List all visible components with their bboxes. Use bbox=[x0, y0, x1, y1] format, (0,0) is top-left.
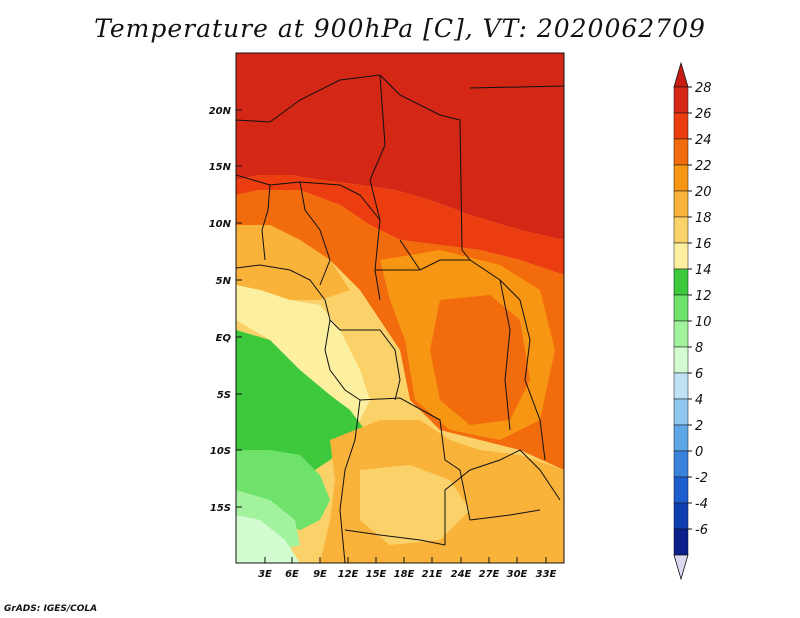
temperature-field bbox=[236, 53, 564, 563]
colorbar-label: 28 bbox=[695, 81, 712, 96]
lon-label: 27E bbox=[479, 569, 500, 580]
colorbar-label: 14 bbox=[695, 263, 712, 278]
colorbar-label: 26 bbox=[695, 107, 712, 122]
colorbar-segment bbox=[673, 502, 689, 530]
colorbar-top-arrow bbox=[673, 61, 689, 88]
colorbar-label: -2 bbox=[695, 471, 708, 486]
grads-credit: GrADS: IGES/COLA bbox=[4, 604, 98, 614]
lon-label: 18E bbox=[394, 569, 415, 580]
lon-label: 30E bbox=[507, 569, 528, 580]
colorbar-label: 18 bbox=[695, 211, 712, 226]
colorbar-segment bbox=[673, 424, 689, 452]
colorbar-segment bbox=[673, 398, 689, 426]
borders bbox=[236, 74, 564, 563]
colorbar-segment bbox=[673, 528, 689, 556]
lon-label: 15E bbox=[366, 569, 387, 580]
colorbar-bottom-arrow bbox=[673, 554, 689, 581]
lat-label: 10N bbox=[209, 219, 232, 230]
lat-label: 20N bbox=[209, 106, 232, 117]
colorbar-segment bbox=[673, 164, 689, 192]
colorbar-segment bbox=[673, 320, 689, 348]
colorbar-label: 22 bbox=[695, 159, 712, 174]
colorbar-label: -6 bbox=[695, 523, 708, 538]
lon-label: 33E bbox=[536, 569, 557, 580]
colorbar-segment bbox=[673, 138, 689, 166]
colorbar-label: 8 bbox=[695, 341, 703, 356]
colorbar-segment bbox=[673, 190, 689, 218]
colorbar-label: 4 bbox=[695, 393, 703, 408]
field-band-14 bbox=[236, 330, 365, 470]
field-band-18b bbox=[360, 465, 470, 545]
colorbar-label: 12 bbox=[695, 289, 712, 304]
colorbar-segment bbox=[673, 476, 689, 504]
colorbar-label: 10 bbox=[695, 315, 712, 330]
field-band-28 bbox=[236, 53, 564, 240]
lat-label: 5N bbox=[216, 276, 232, 287]
lat-label: 15S bbox=[210, 503, 231, 514]
colorbar-segment bbox=[673, 216, 689, 244]
colorbar-label: 20 bbox=[695, 185, 712, 200]
field-band-18 bbox=[236, 285, 370, 420]
field-band-26 bbox=[236, 175, 564, 275]
colorbar-segment bbox=[673, 268, 689, 296]
lat-label: 5S bbox=[217, 390, 231, 401]
lat-label: 10S bbox=[210, 446, 231, 457]
longitude-axis: 3E 6E 9E 12E 15E 18E 21E 24E 27E 30E 33E bbox=[258, 557, 557, 580]
lon-label: 12E bbox=[338, 569, 359, 580]
lon-label: 21E bbox=[422, 569, 443, 580]
field-band-24b bbox=[430, 295, 530, 425]
lon-label: 3E bbox=[258, 569, 272, 580]
latitude-axis: 20N 15N 10N 5N EQ 5S 10S 15S bbox=[209, 106, 242, 514]
lon-label: 6E bbox=[285, 569, 299, 580]
lat-label: 15N bbox=[209, 162, 232, 173]
colorbar-label: -4 bbox=[695, 497, 708, 512]
colorbar-segment bbox=[673, 450, 689, 478]
colorbar-segment bbox=[673, 242, 689, 270]
colorbar-label: 6 bbox=[695, 367, 703, 382]
colorbar-segment bbox=[673, 294, 689, 322]
colorbar-label: 16 bbox=[695, 237, 712, 252]
colorbar-label: 24 bbox=[695, 133, 712, 148]
colorbar-segment bbox=[673, 372, 689, 400]
map-frame bbox=[235, 52, 565, 564]
lon-label: 24E bbox=[451, 569, 472, 580]
colorbar-label: 0 bbox=[695, 445, 703, 460]
field-band-8 bbox=[236, 515, 300, 563]
colorbar-segment bbox=[673, 86, 689, 114]
lon-label: 9E bbox=[313, 569, 327, 580]
lat-label: EQ bbox=[216, 333, 232, 344]
colorbar-label: 2 bbox=[695, 419, 703, 434]
colorbar-segment bbox=[673, 346, 689, 374]
map-title: Temperature at 900hPa [C], VT: 202006270… bbox=[94, 14, 706, 43]
colorbar-segment bbox=[673, 112, 689, 140]
